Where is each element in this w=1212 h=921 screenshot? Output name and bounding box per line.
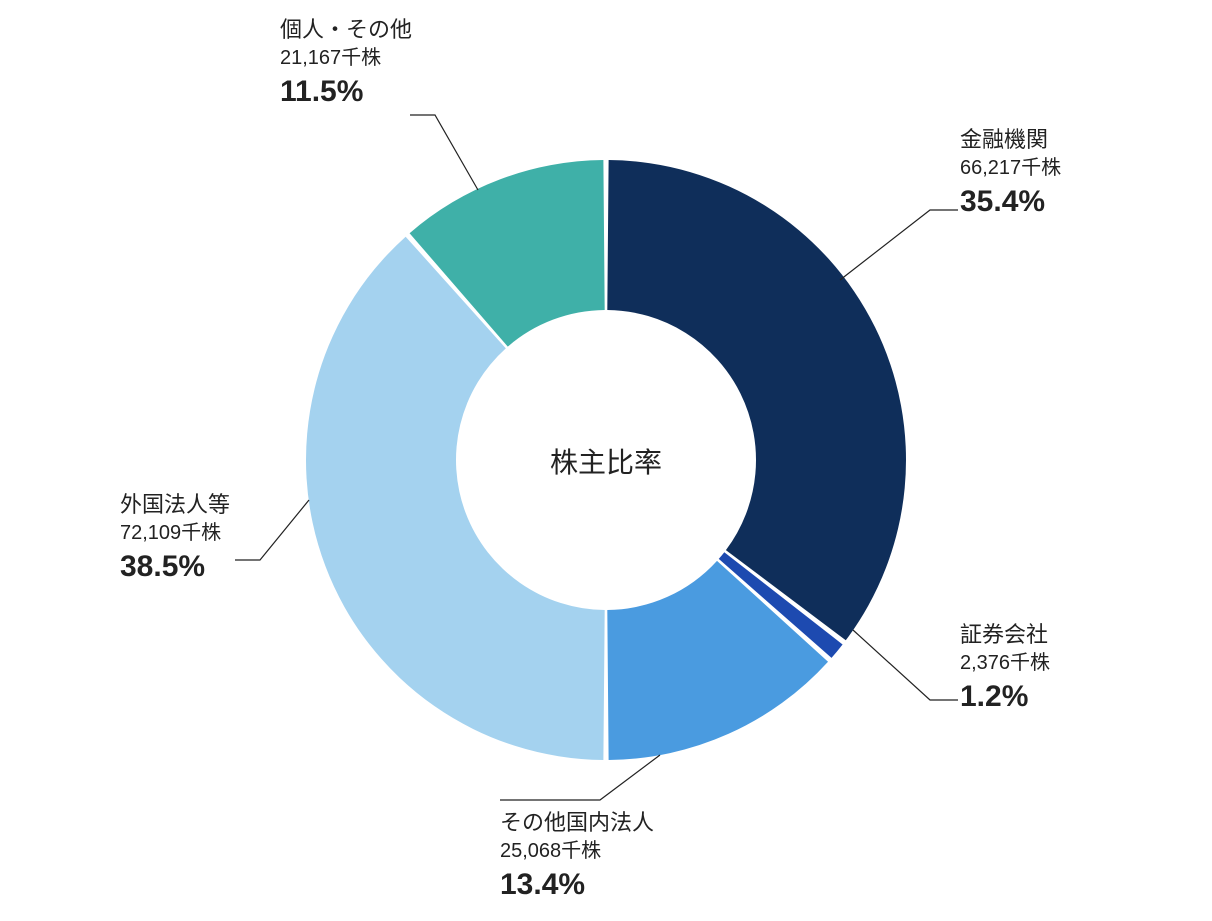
leader-line [235,500,309,560]
slice-shares: 2,376千株 [960,650,1050,677]
slice-shares: 72,109千株 [120,520,230,547]
leader-line [853,630,958,700]
slice-percent: 38.5% [120,547,230,588]
slice-shares: 21,167千株 [280,45,412,72]
slice-name: 証券会社 [960,620,1050,650]
slice-percent: 35.4% [960,182,1061,223]
donut-slice [607,160,906,640]
donut-chart: 株主比率 金融機関66,217千株35.4% 証券会社2,376千株1.2% その他… [0,0,1212,921]
slice-percent: 13.4% [500,865,654,906]
leader-line [410,115,478,190]
center-label: 株主比率 [550,441,662,481]
leader-line [840,210,958,280]
slice-label: 証券会社2,376千株1.2% [960,620,1050,717]
slice-label: 個人・その他21,167千株11.5% [280,15,412,112]
slice-name: 外国法人等 [120,490,230,520]
slice-percent: 1.2% [960,677,1050,718]
slice-shares: 66,217千株 [960,155,1061,182]
leader-line [500,755,660,800]
slice-name: 個人・その他 [280,15,412,45]
slice-label: その他国内法人25,068千株13.4% [500,808,654,905]
slice-label: 金融機関66,217千株35.4% [960,125,1061,222]
slice-name: 金融機関 [960,125,1061,155]
slice-percent: 11.5% [280,72,412,113]
slice-name: その他国内法人 [500,808,654,838]
slice-shares: 25,068千株 [500,838,654,865]
slice-label: 外国法人等72,109千株38.5% [120,490,230,587]
